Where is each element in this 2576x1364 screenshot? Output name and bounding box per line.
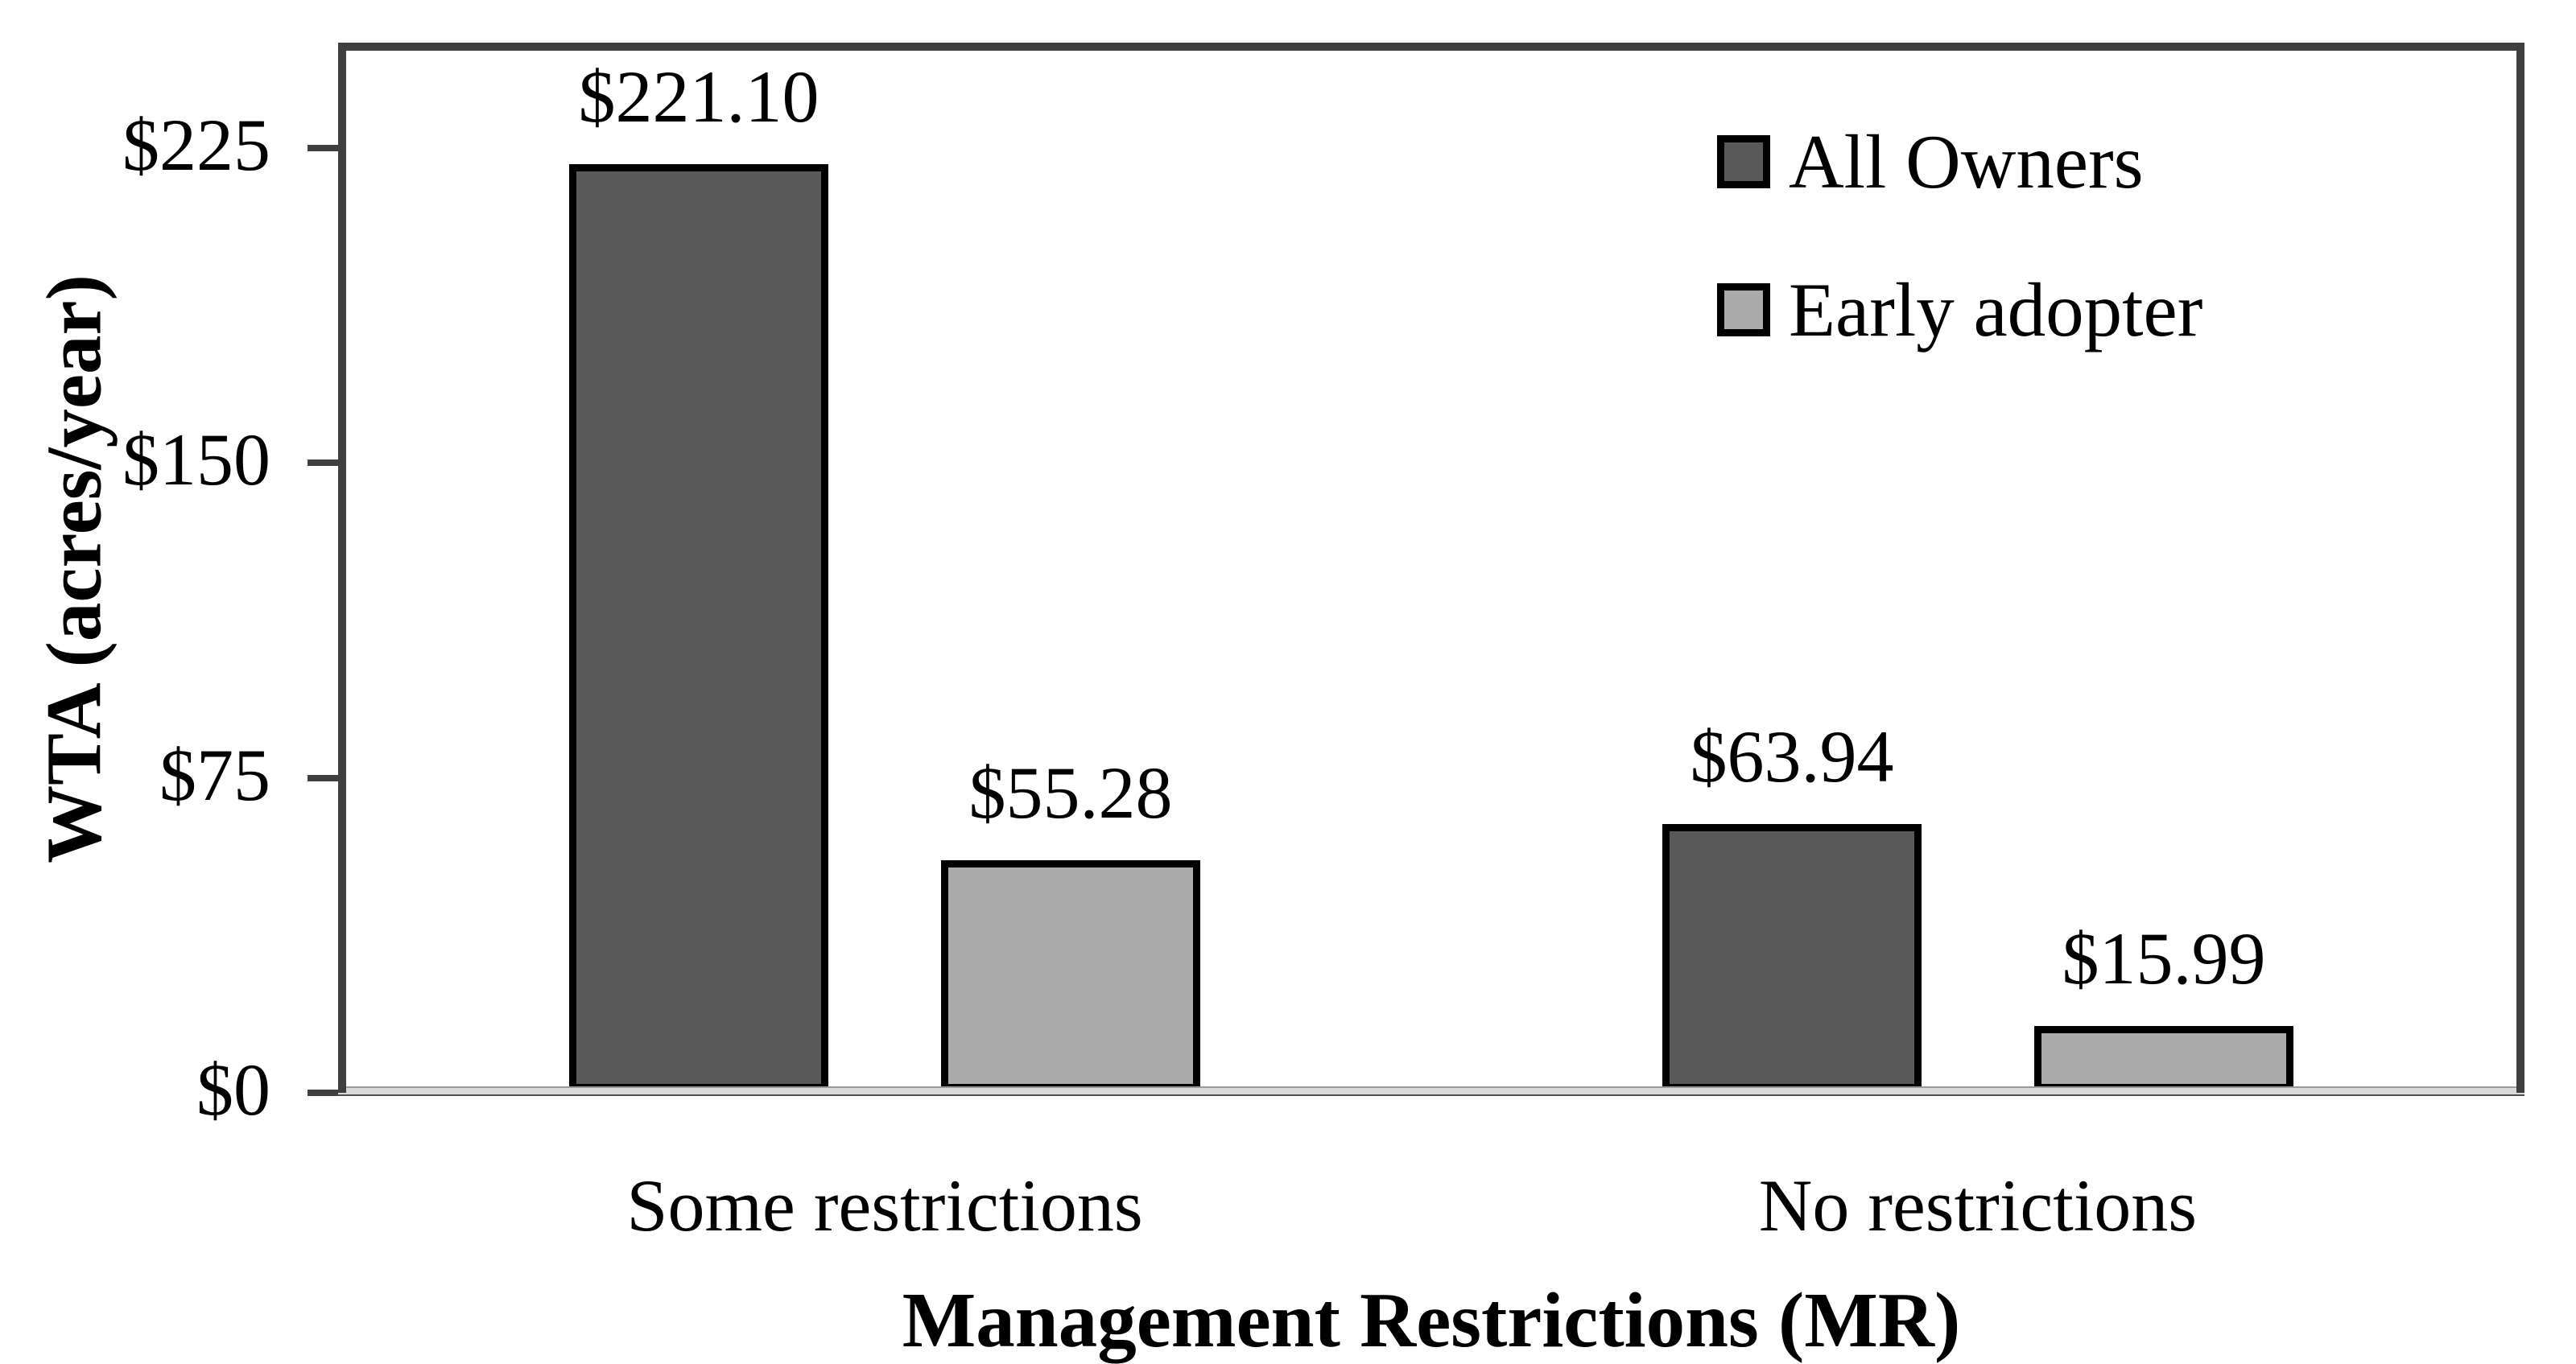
- category-label-no-restrictions: No restrictions: [1758, 1164, 2198, 1247]
- category-label-some-restrictions: Some restrictions: [626, 1164, 1143, 1247]
- legend-item-all-owners: All Owners: [1717, 123, 2202, 200]
- bar-all-owners-no-restrictions: [1662, 824, 1922, 1091]
- legend-swatch-icon: [1717, 135, 1770, 188]
- y-tick-mark: [308, 1090, 338, 1096]
- legend-label: All Owners: [1789, 118, 2144, 204]
- legend-label: Early adopter: [1789, 266, 2203, 352]
- y-tick-label: $75: [159, 733, 270, 816]
- legend-swatch-icon: [1717, 283, 1770, 336]
- legend: All Owners Early adopter: [1717, 123, 2202, 431]
- y-tick-mark: [308, 144, 338, 151]
- bar-early-adopter-some-restrictions: [941, 860, 1200, 1091]
- legend-item-early-adopter: Early adopter: [1717, 271, 2202, 348]
- y-tick-label: $0: [196, 1049, 270, 1131]
- y-tick-mark: [308, 774, 338, 781]
- y-tick-mark: [308, 459, 338, 466]
- data-label-early-adopter-some-restrictions: $55.28: [968, 752, 1173, 834]
- y-tick-label: $150: [122, 418, 270, 501]
- x-axis-title: Management Restrictions (MR): [902, 1277, 1961, 1363]
- x-axis-line: [338, 1086, 2524, 1096]
- data-label-early-adopter-no-restrictions: $15.99: [2062, 917, 2266, 999]
- bar-all-owners-some-restrictions: [569, 163, 828, 1091]
- data-label-all-owners-no-restrictions: $63.94: [1690, 715, 1894, 798]
- y-tick-label: $225: [122, 103, 270, 186]
- bar-early-adopter-no-restrictions: [2034, 1025, 2293, 1091]
- data-label-all-owners-some-restrictions: $221.10: [578, 55, 819, 138]
